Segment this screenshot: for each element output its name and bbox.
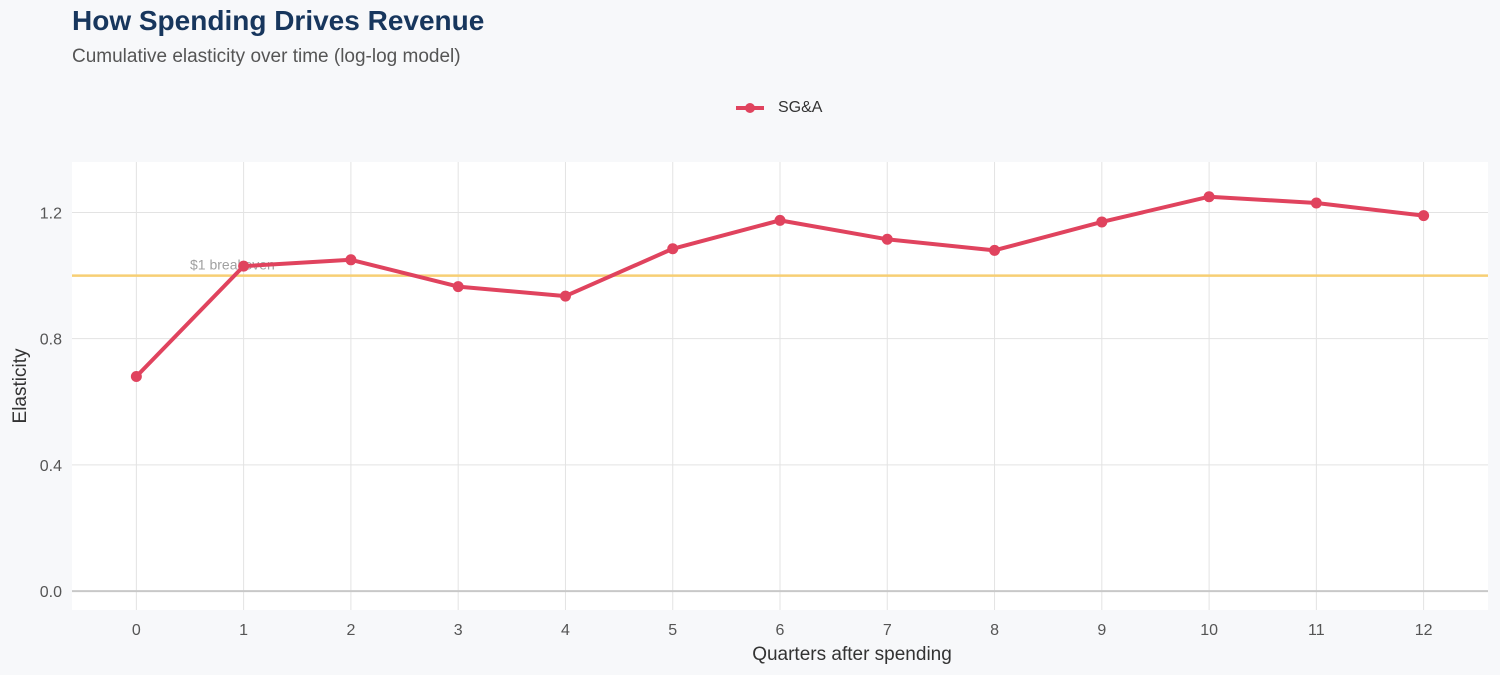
data-point-4 <box>559 290 571 302</box>
x-tick-label-6: 6 <box>776 622 785 639</box>
x-tick-label-3: 3 <box>454 622 463 639</box>
y-tick-label-2: 0.8 <box>40 332 62 349</box>
data-point-8 <box>989 244 1001 256</box>
y-tick-label-0: 0.0 <box>40 584 62 601</box>
x-tick-label-0: 0 <box>132 622 141 639</box>
data-point-6 <box>774 214 786 226</box>
data-point-11 <box>1310 197 1322 209</box>
y-axis-title: Elasticity <box>10 348 31 423</box>
x-tick-label-11: 11 <box>1308 622 1325 639</box>
x-tick-label-8: 8 <box>990 622 999 639</box>
x-tick-label-7: 7 <box>883 622 892 639</box>
x-tick-label-5: 5 <box>668 622 677 639</box>
data-point-5 <box>667 243 679 255</box>
x-tick-label-1: 1 <box>239 622 248 639</box>
data-point-9 <box>1096 216 1108 228</box>
data-point-3 <box>452 281 464 293</box>
x-tick-label-4: 4 <box>561 622 570 639</box>
data-point-7 <box>881 233 893 245</box>
legend-key-sga <box>736 103 764 113</box>
chart-subtitle: Cumulative elasticity over time (log-log… <box>72 46 461 67</box>
x-tick-label-10: 10 <box>1200 622 1218 639</box>
x-tick-label-2: 2 <box>346 622 355 639</box>
legend-label-sga: SG&A <box>778 99 823 116</box>
data-point-10 <box>1203 191 1215 203</box>
data-point-0 <box>130 371 142 383</box>
chart-title: How Spending Drives Revenue <box>72 5 485 36</box>
data-point-1 <box>238 260 250 272</box>
x-tick-label-9: 9 <box>1097 622 1106 639</box>
y-tick-label-3: 1.2 <box>40 205 62 222</box>
data-point-12 <box>1418 210 1430 222</box>
breakeven-label: $1 breakeven <box>190 257 275 273</box>
data-point-2 <box>345 254 357 266</box>
y-tick-label-1: 0.4 <box>40 458 62 475</box>
x-tick-label-12: 12 <box>1415 622 1433 639</box>
legend: SG&A <box>734 98 822 118</box>
x-axis-title: Quarters after spending <box>752 644 952 665</box>
